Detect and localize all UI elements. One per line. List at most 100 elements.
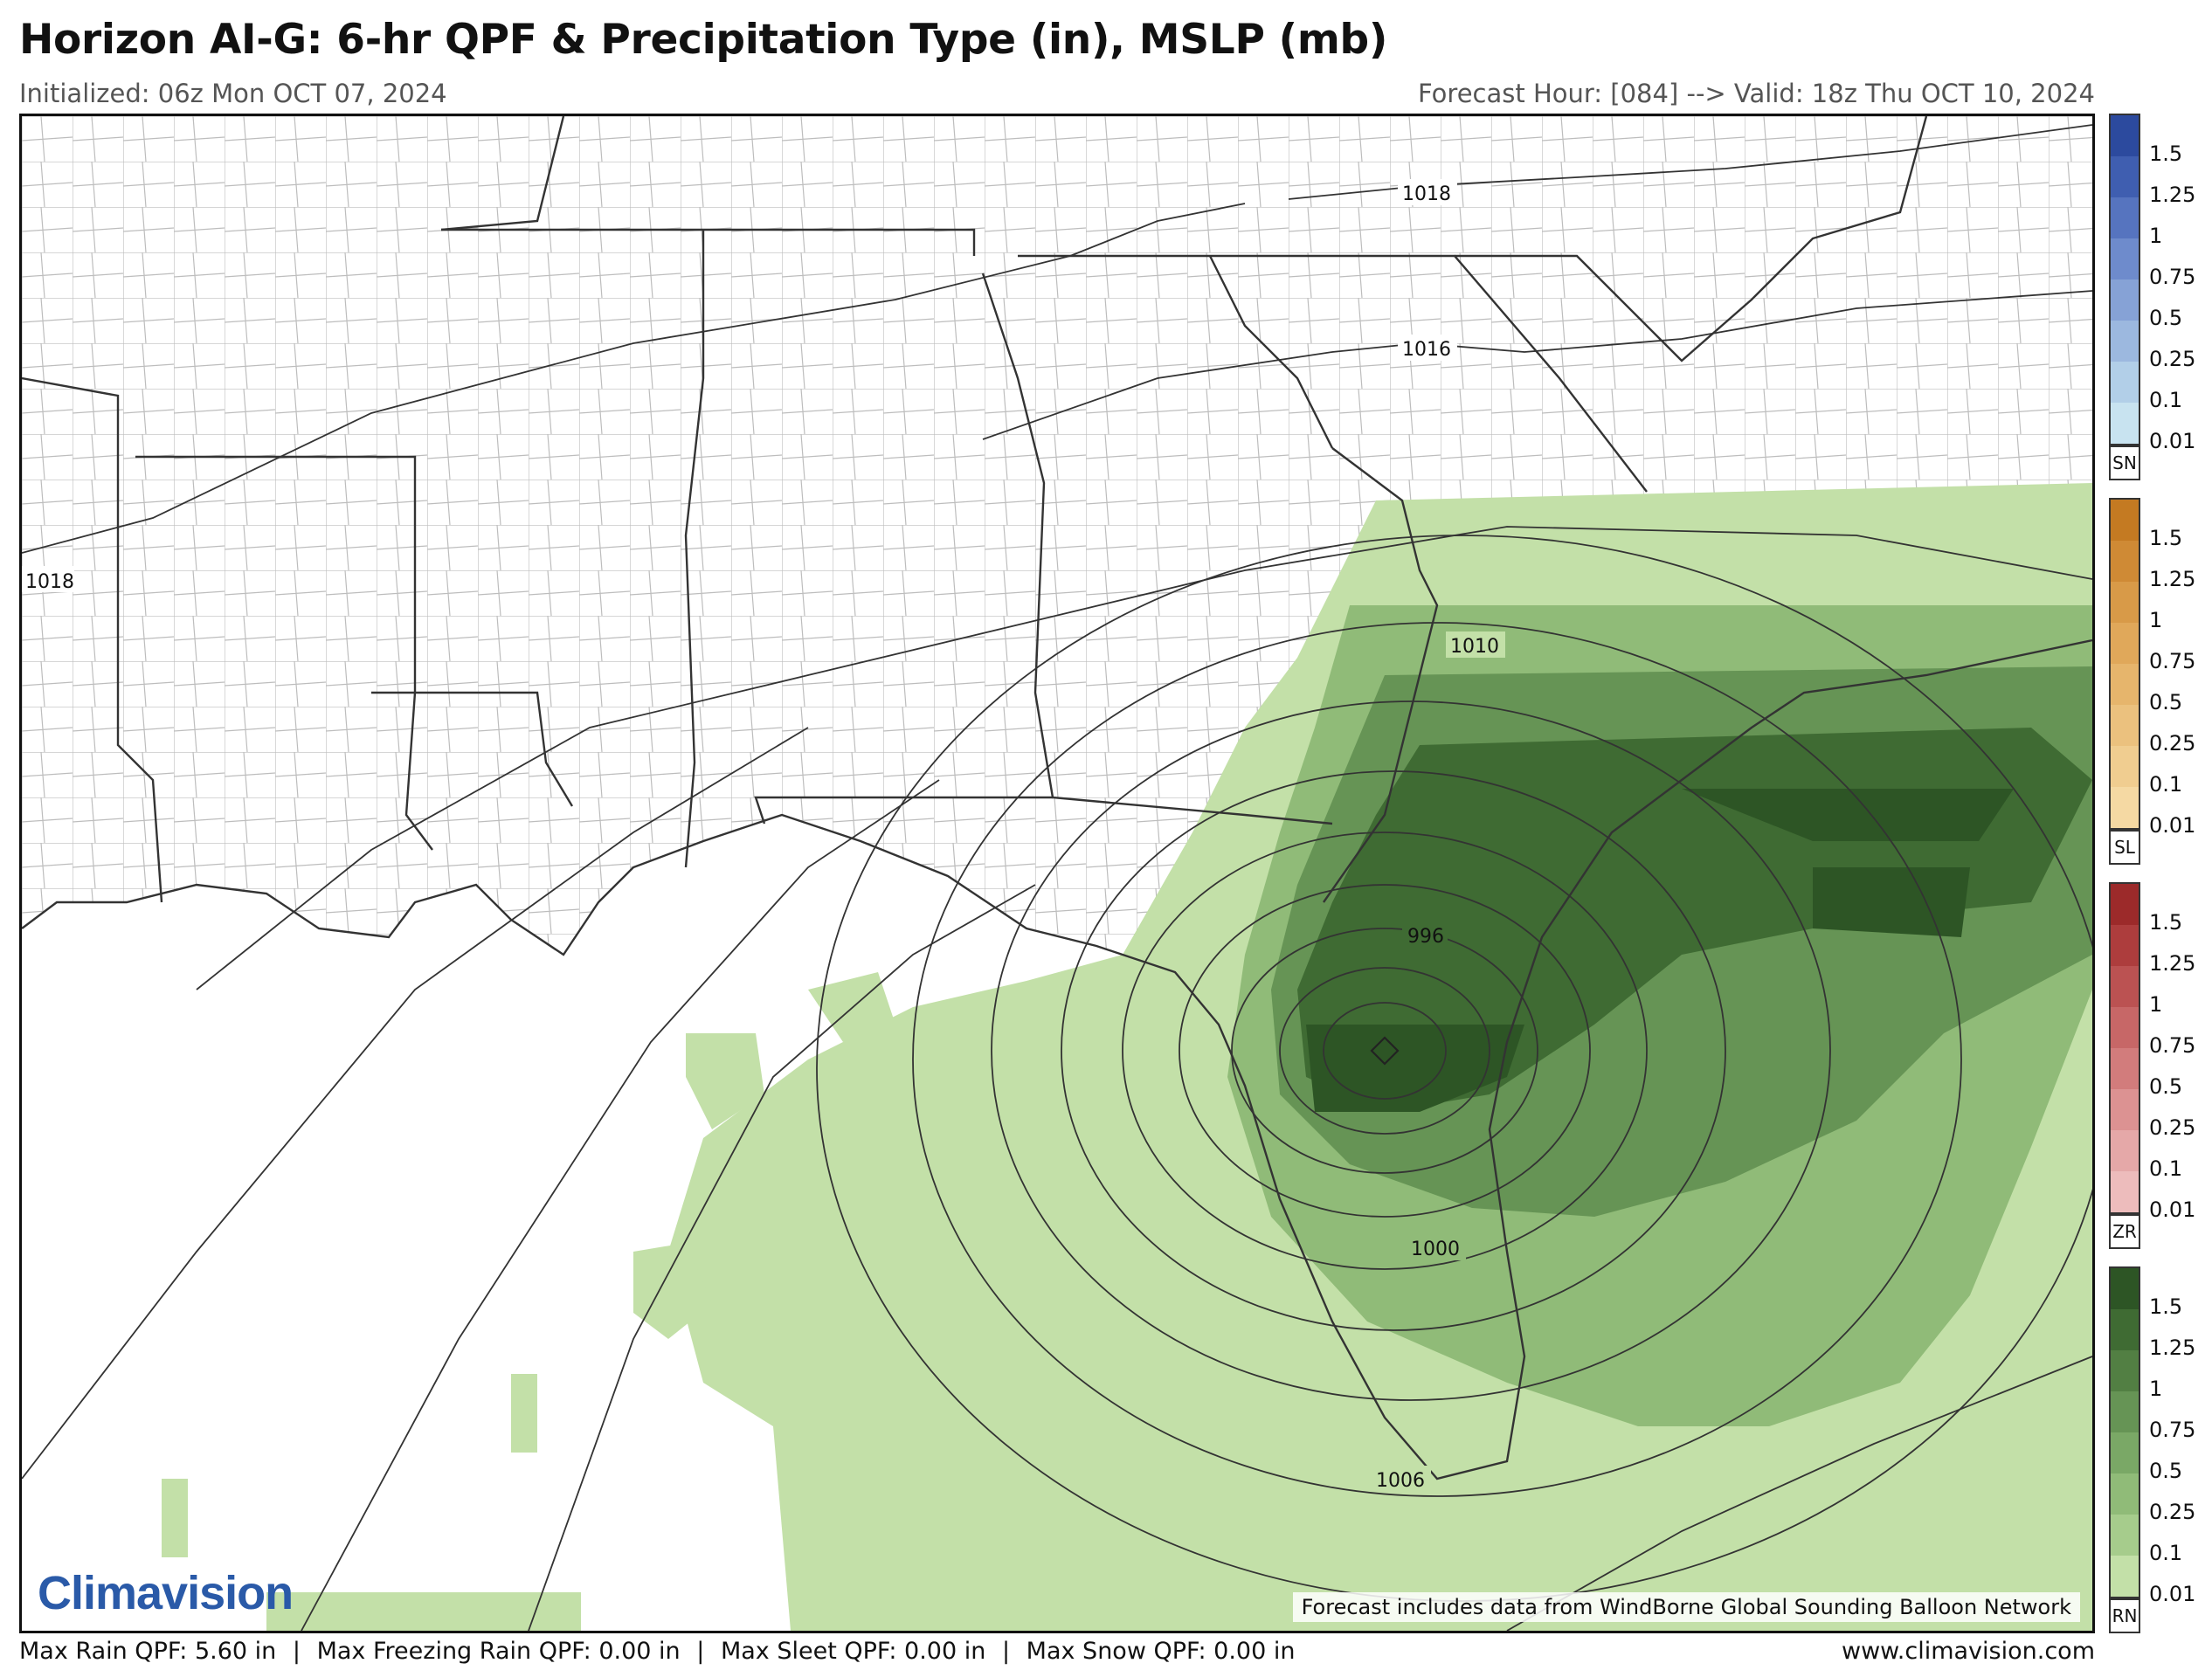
legend-tick: 0.25 [2149, 731, 2196, 756]
legend-swatch [2111, 1309, 2139, 1350]
isobar-label: 1018 [25, 571, 74, 593]
legend-sleet: 1.5 1.25 1 0.75 0.5 0.25 0.1 0.01 SL [2109, 498, 2212, 865]
legend-bar [2109, 498, 2140, 830]
legend-tick: 0.5 [2149, 306, 2183, 330]
legend-tag: SL [2109, 830, 2140, 865]
legend-swatch [2111, 787, 2139, 828]
legend-tick: 1.5 [2149, 526, 2183, 550]
legend-tag: RN [2109, 1598, 2140, 1633]
max-sleet-qpf: Max Sleet QPF: 0.00 in [720, 1638, 986, 1665]
separator: | [696, 1638, 705, 1665]
valid-time: Forecast Hour: [084] --> Valid: 18z Thu … [1418, 79, 2095, 108]
legend-swatch [2111, 280, 2139, 321]
isobar-label: 1000 [1411, 1239, 1460, 1260]
legend-snow: 1.5 1.25 1 0.75 0.5 0.25 0.1 0.01 SN [2109, 114, 2212, 480]
legend-swatch [2111, 115, 2139, 156]
legend-tick: 0.1 [2149, 1156, 2183, 1181]
legend-tick: 0.1 [2149, 388, 2183, 412]
legend-swatch [2111, 1432, 2139, 1473]
legend-bar [2109, 1266, 2140, 1598]
legend-bar [2109, 114, 2140, 445]
map-canvas: 1018 1016 1018 1010 996 1000 1006 [22, 116, 2092, 1631]
legend-tick: 0.01 [2149, 1197, 2196, 1222]
legend-swatch [2111, 925, 2139, 966]
data-credit: Forecast includes data from WindBorne Gl… [1292, 1592, 2080, 1622]
chart-title: Horizon AI-G: 6-hr QPF & Precipitation T… [19, 16, 1388, 64]
isobar-label: 1018 [1402, 183, 1451, 205]
precip-rain-shading [162, 483, 2092, 1631]
legend-swatch [2111, 746, 2139, 787]
legend-swatch [2111, 500, 2139, 541]
legend-swatch [2111, 1556, 2139, 1597]
legend-swatch [2111, 1473, 2139, 1515]
legend-swatch [2111, 1089, 2139, 1130]
isobar-label-group: 1018 1016 1018 1010 996 1000 1006 [22, 179, 1505, 1492]
legend-tick: 0.5 [2149, 1459, 2183, 1483]
legend-tick: 0.1 [2149, 772, 2183, 797]
legend-rain: 1.5 1.25 1 0.75 0.5 0.25 0.1 0.01 RN [2109, 1266, 2212, 1633]
legend-swatch [2111, 623, 2139, 664]
qpf-summary: Max Rain QPF: 5.60 in | Max Freezing Rai… [19, 1638, 1295, 1665]
isobar-label: 1010 [1450, 636, 1499, 658]
legend-tick: 1.25 [2149, 183, 2196, 207]
legend-swatch [2111, 238, 2139, 280]
map-panel: 1018 1016 1018 1010 996 1000 1006 Climav… [19, 114, 2095, 1633]
max-snow-qpf: Max Snow QPF: 0.00 in [1026, 1638, 1296, 1665]
separator: | [1001, 1638, 1011, 1665]
isobar-label: 1016 [1402, 339, 1451, 361]
website-link[interactable]: www.climavision.com [1842, 1638, 2095, 1665]
legend-swatch [2111, 1171, 2139, 1212]
legend-tick: 1 [2149, 1377, 2163, 1401]
legend-swatch [2111, 362, 2139, 403]
legend-swatch [2111, 1048, 2139, 1089]
legend-tick: 1 [2149, 608, 2163, 632]
legend-tick: 0.75 [2149, 1033, 2196, 1058]
legend-tick: 0.01 [2149, 1582, 2196, 1606]
legend-swatch [2111, 664, 2139, 705]
legend-tick: 0.01 [2149, 813, 2196, 838]
legend-swatch [2111, 582, 2139, 623]
legend-swatch [2111, 884, 2139, 925]
legend-tick: 1.5 [2149, 141, 2183, 166]
legend-swatch [2111, 1130, 2139, 1171]
legend-swatch [2111, 1268, 2139, 1309]
legend-tick: 1.25 [2149, 951, 2196, 976]
legend-tick: 1 [2149, 992, 2163, 1017]
legend-swatch [2111, 403, 2139, 444]
legend-swatch [2111, 966, 2139, 1007]
legend-tag: ZR [2109, 1214, 2140, 1249]
legend-tick: 0.75 [2149, 1418, 2196, 1442]
legend-swatch [2111, 197, 2139, 238]
legend-swatch [2111, 1391, 2139, 1432]
legend-swatch [2111, 321, 2139, 362]
legend-tick: 1 [2149, 224, 2163, 248]
legend-tick: 1.5 [2149, 1294, 2183, 1319]
legend-swatch [2111, 156, 2139, 197]
isobar-label: 996 [1407, 926, 1444, 948]
legend-swatch [2111, 1007, 2139, 1048]
legend-tick: 0.75 [2149, 265, 2196, 289]
legend-tick: 0.5 [2149, 690, 2183, 714]
legend-bar [2109, 882, 2140, 1214]
legend-tick: 0.25 [2149, 1500, 2196, 1524]
isobar-label: 1006 [1376, 1470, 1425, 1492]
max-freezing-rain-qpf: Max Freezing Rain QPF: 0.00 in [316, 1638, 681, 1665]
legend-tick: 1.5 [2149, 910, 2183, 935]
separator: | [292, 1638, 301, 1665]
legend-swatch [2111, 1350, 2139, 1391]
init-time: Initialized: 06z Mon OCT 07, 2024 [19, 79, 447, 108]
legend-tag: SN [2109, 445, 2140, 480]
low-pressure-center [1370, 1036, 1400, 1066]
max-rain-qpf: Max Rain QPF: 5.60 in [19, 1638, 277, 1665]
legend-tick: 1.25 [2149, 567, 2196, 591]
climavision-logo: Climavision [38, 1567, 294, 1619]
legend-swatch [2111, 541, 2139, 582]
legend-swatch [2111, 1515, 2139, 1556]
legend-swatch [2111, 705, 2139, 746]
legend-tick: 0.25 [2149, 347, 2196, 371]
legend-tick: 0.1 [2149, 1541, 2183, 1565]
legend-tick: 0.25 [2149, 1115, 2196, 1140]
legend-tick: 0.5 [2149, 1074, 2183, 1099]
state-borders [22, 116, 2092, 1480]
legend-tick: 0.01 [2149, 429, 2196, 453]
